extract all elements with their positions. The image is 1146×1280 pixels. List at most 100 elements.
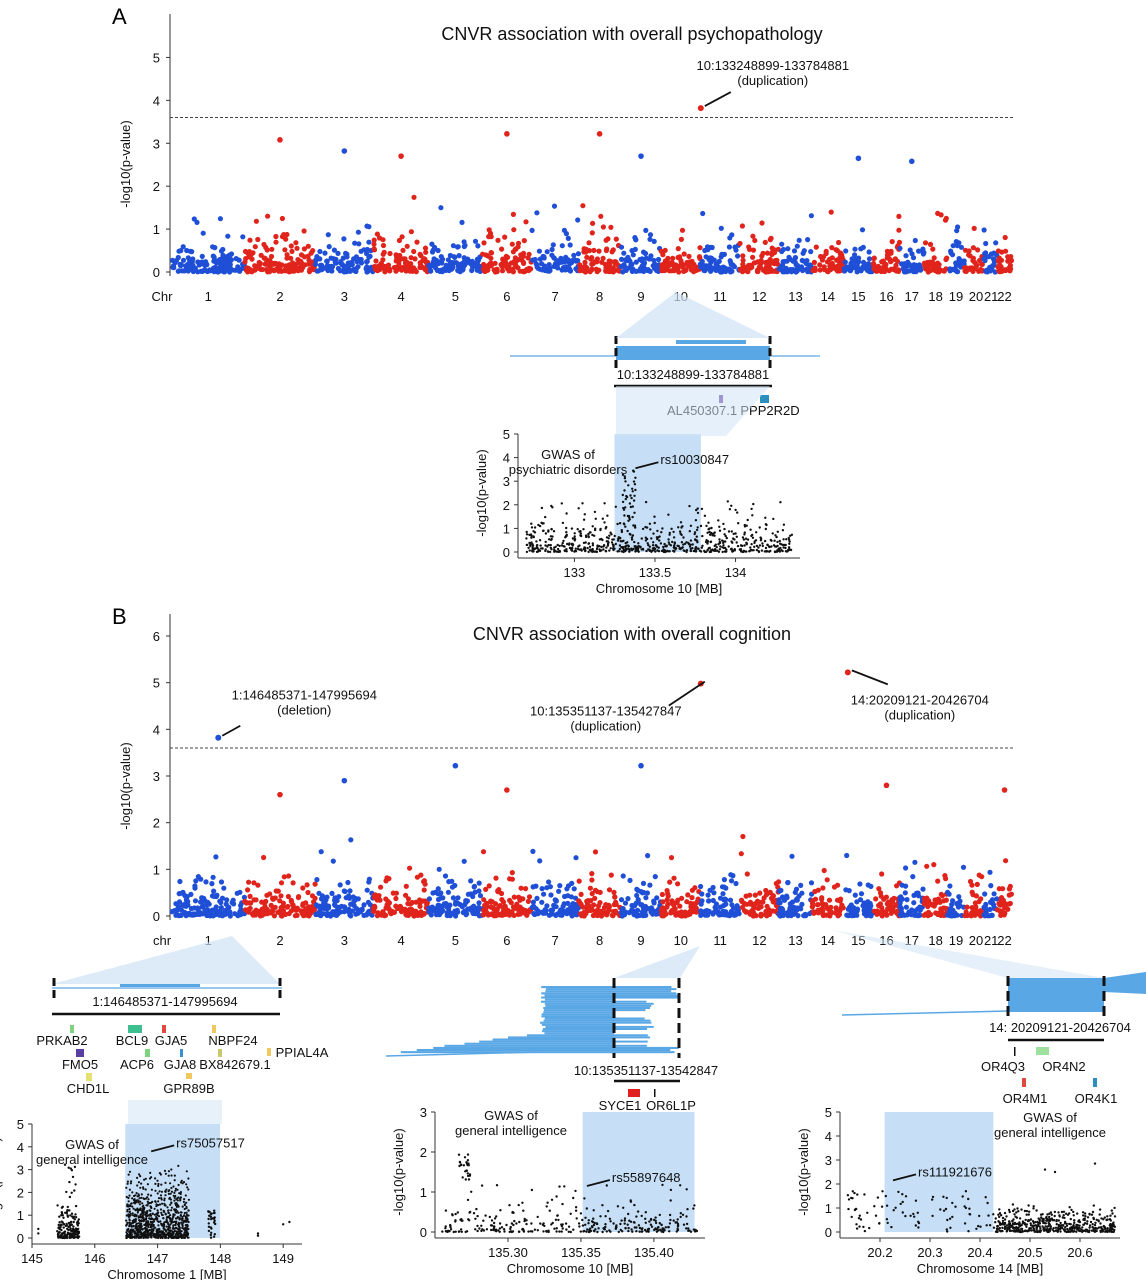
data-point: [582, 259, 588, 265]
data-point: [486, 227, 492, 233]
data-point: [247, 893, 253, 900]
data-point: [933, 910, 939, 916]
data-point: [582, 548, 586, 551]
data-point: [865, 899, 871, 905]
data-point: [211, 893, 217, 900]
data-point: [556, 888, 562, 894]
data-point: [59, 1225, 62, 1229]
y-tick-label: 5: [153, 676, 160, 691]
data-point: [890, 899, 896, 905]
data-point: [300, 885, 306, 891]
data-point: [757, 550, 761, 554]
data-point: [252, 244, 258, 250]
data-point: [638, 762, 644, 769]
data-point: [125, 1224, 128, 1227]
data-point: [725, 912, 731, 918]
data-point: [312, 881, 318, 887]
data-point: [563, 545, 566, 548]
data-point: [551, 506, 554, 509]
data-point: [272, 904, 278, 910]
data-point: [414, 239, 420, 245]
data-point: [582, 528, 585, 531]
data-point: [638, 153, 644, 159]
data-point: [886, 268, 892, 274]
data-point: [530, 257, 536, 263]
data-point: [658, 539, 661, 542]
data-point: [366, 879, 372, 885]
data-point: [614, 505, 617, 508]
data-point: [544, 548, 547, 551]
data-point: [138, 1197, 141, 1200]
data-point: [770, 545, 773, 548]
data-point: [188, 891, 194, 898]
data-point: [714, 549, 717, 552]
data-point: [633, 236, 639, 242]
data-point: [544, 249, 550, 255]
data-point: [629, 533, 632, 536]
data-point: [576, 528, 579, 531]
data-point: [181, 1223, 184, 1226]
data-point: [589, 531, 592, 534]
data-point: [752, 549, 755, 552]
data-point: [996, 255, 1002, 261]
data-point: [570, 546, 574, 550]
data-point: [623, 489, 626, 492]
data-point: [537, 550, 540, 553]
data-point: [759, 539, 763, 542]
data-point: [733, 880, 739, 887]
data-point: [911, 264, 917, 270]
data-point: [294, 245, 300, 251]
data-point: [229, 267, 235, 273]
data-point: [621, 500, 625, 504]
y-tick-label: 2: [17, 1185, 24, 1200]
data-point: [703, 550, 706, 554]
data-point: [326, 244, 332, 250]
data-point: [689, 258, 695, 264]
data-point: [778, 265, 784, 272]
data-point: [74, 1204, 78, 1208]
data-point: [271, 913, 277, 919]
data-point: [565, 235, 571, 241]
data-point: [505, 908, 511, 914]
data-point: [526, 894, 533, 900]
data-point: [176, 1223, 179, 1226]
data-point: [548, 892, 554, 898]
data-point: [151, 1212, 154, 1215]
data-point: [969, 889, 975, 895]
data-point: [629, 261, 635, 267]
data-point: [388, 908, 394, 914]
data-point: [813, 244, 819, 250]
data-point: [716, 912, 722, 918]
data-point: [873, 896, 879, 902]
data-point: [498, 890, 505, 897]
data-point: [448, 266, 454, 272]
data-point: [699, 550, 703, 553]
data-point: [192, 898, 199, 904]
data-point: [750, 247, 757, 253]
y-tick-label: 1: [153, 862, 160, 877]
data-point: [625, 494, 628, 498]
data-point: [421, 887, 427, 893]
data-point: [974, 881, 980, 888]
data-point: [176, 1199, 179, 1202]
data-point: [547, 884, 554, 890]
data-point: [825, 906, 831, 912]
data-point: [737, 240, 743, 247]
data-point: [924, 895, 930, 901]
data-point: [127, 1200, 130, 1203]
data-point: [237, 909, 243, 915]
data-point: [499, 263, 505, 269]
data-point: [832, 264, 838, 270]
data-point: [889, 239, 895, 245]
data-point: [56, 1235, 60, 1238]
data-point: [470, 910, 476, 917]
data-point: [619, 256, 625, 262]
data-point: [843, 248, 849, 254]
data-point: [484, 910, 490, 916]
data-point: [796, 237, 802, 243]
data-point: [718, 540, 721, 544]
data-point: [695, 539, 699, 543]
data-point: [710, 265, 716, 271]
data-point: [883, 782, 890, 789]
data-point: [549, 543, 552, 547]
